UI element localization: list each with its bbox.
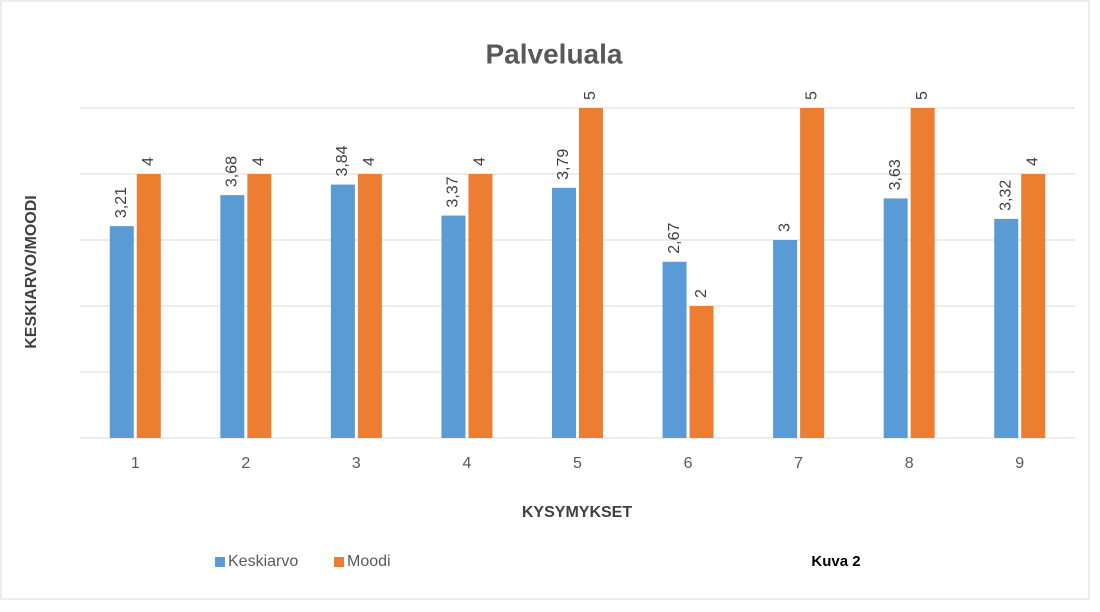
bar [800, 108, 825, 438]
data-label: 5 [914, 91, 931, 100]
bar [109, 226, 134, 438]
x-tick-label: 5 [573, 455, 582, 472]
data-label: 4 [472, 157, 489, 166]
x-tick-label: 9 [1015, 455, 1024, 472]
bar [910, 108, 935, 438]
data-label: 3,32 [997, 180, 1014, 211]
y-axis-label: KESKIARVO/MOODI [23, 195, 40, 349]
data-label: 3,84 [334, 145, 351, 176]
data-label: 2 [693, 289, 710, 298]
bar [330, 184, 355, 438]
legend-swatch [215, 557, 225, 567]
x-tick-label: 1 [131, 455, 140, 472]
data-label: 4 [251, 157, 268, 166]
x-tick-label: 2 [241, 455, 250, 472]
x-tick-label: 8 [905, 455, 914, 472]
bar [1021, 174, 1046, 438]
data-label: 3 [776, 223, 793, 232]
bar [773, 240, 798, 438]
x-tick-label: 4 [462, 455, 471, 472]
bar [136, 174, 161, 438]
data-label: 4 [361, 157, 378, 166]
x-tick-label: 3 [352, 455, 361, 472]
data-label: 3,21 [113, 187, 130, 218]
legend-swatch [334, 557, 344, 567]
bar [579, 108, 603, 438]
bar [357, 174, 382, 438]
bar [883, 198, 908, 438]
data-label: 3,37 [445, 176, 462, 207]
bar [689, 306, 714, 438]
bar [468, 174, 493, 438]
x-axis-label: KYSYMYKSET [522, 504, 632, 521]
data-label: 4 [1024, 157, 1041, 166]
legend-label: Moodi [347, 553, 391, 570]
data-label: 2,67 [666, 223, 683, 254]
data-label: 5 [803, 91, 820, 100]
chart-title: Palveluala [486, 38, 623, 69]
legend-label: Keskiarvo [228, 553, 298, 570]
bar [247, 174, 272, 438]
x-tick-label: 7 [794, 455, 803, 472]
bar [441, 215, 466, 438]
bar [994, 218, 1019, 438]
data-label: 3,63 [887, 159, 904, 190]
data-label: 5 [582, 91, 599, 100]
data-label: 3,68 [224, 156, 241, 187]
x-tick-label: 6 [684, 455, 693, 472]
annotation: Kuva 2 [811, 553, 860, 570]
bar [552, 187, 576, 438]
data-label: 3,79 [555, 149, 572, 180]
bar [662, 261, 687, 438]
bar [220, 195, 245, 438]
data-label: 4 [140, 157, 157, 166]
